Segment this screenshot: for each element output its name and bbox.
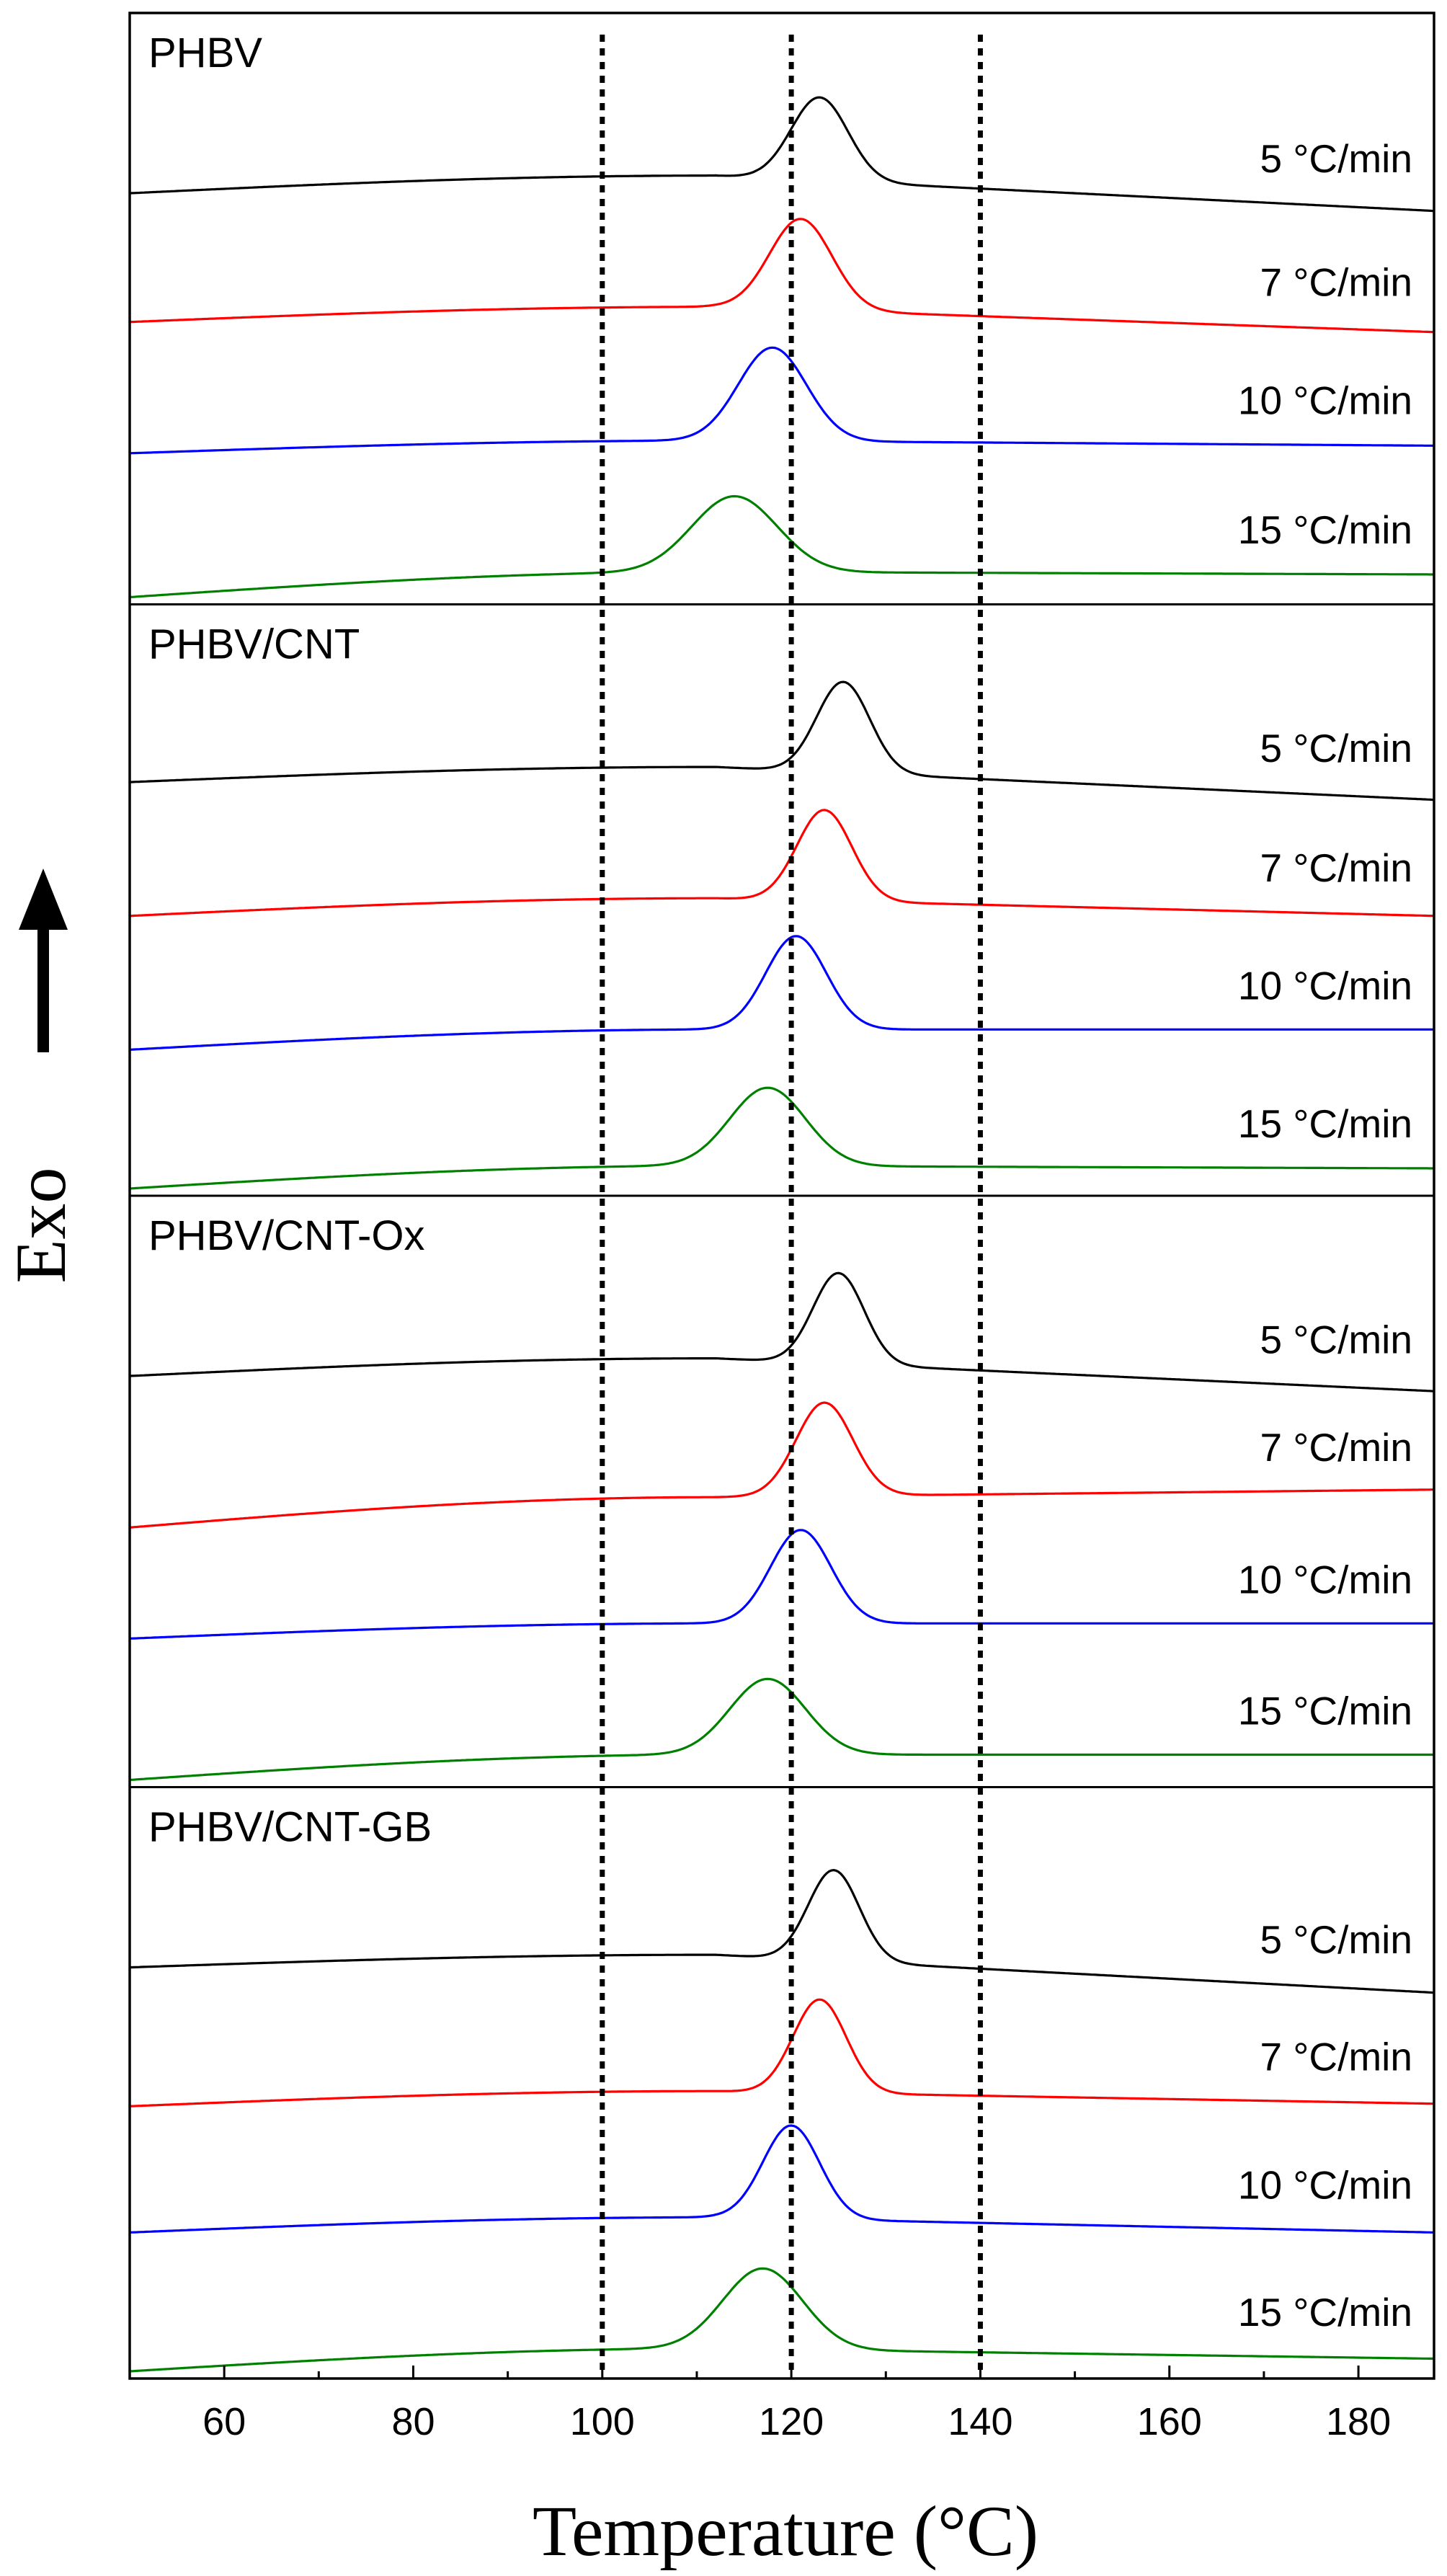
panel: PHBV/CNT 5 °C/min 7 °C/min 10 °C/min 15 °C/m… bbox=[129, 621, 1435, 1190]
exo-indicator: Exo bbox=[1, 869, 81, 1284]
series-label: 15 °C/min bbox=[1238, 507, 1412, 552]
series-line bbox=[129, 1271, 1435, 1393]
panel-title: PHBV bbox=[148, 30, 262, 76]
series-label: 10 °C/min bbox=[1238, 2162, 1412, 2207]
series-label: 10 °C/min bbox=[1238, 378, 1412, 423]
x-tick-label: 100 bbox=[570, 2400, 635, 2443]
x-axis: 60 80 100 120 140 160 180 bbox=[128, 2366, 1391, 2443]
series-label: 10 °C/min bbox=[1238, 963, 1412, 1008]
series-line bbox=[129, 809, 1435, 918]
series-line bbox=[129, 346, 1435, 455]
series-line bbox=[129, 494, 1434, 599]
x-tick-label: 120 bbox=[759, 2400, 824, 2443]
reference-lines bbox=[600, 35, 983, 2376]
series-label: 5 °C/min bbox=[1260, 136, 1413, 181]
series-line bbox=[129, 1677, 1434, 1782]
x-tick-label: 60 bbox=[202, 2400, 246, 2443]
series-label: 5 °C/min bbox=[1260, 1917, 1413, 1962]
series-line bbox=[129, 2267, 1435, 2373]
panel-title: PHBV/CNT bbox=[148, 621, 360, 668]
x-axis-title: Temperature (°C) bbox=[533, 2491, 1038, 2571]
series-label: 5 °C/min bbox=[1260, 1317, 1413, 1362]
series-line bbox=[129, 96, 1435, 213]
series-label: 5 °C/min bbox=[1260, 726, 1413, 770]
panel-title: PHBV/CNT-GB bbox=[148, 1804, 432, 1851]
series-label: 15 °C/min bbox=[1238, 2290, 1412, 2335]
series-label: 10 °C/min bbox=[1238, 1557, 1412, 1602]
x-tick-label: 160 bbox=[1137, 2400, 1202, 2443]
x-tick-label: 80 bbox=[391, 2400, 435, 2443]
series-label: 7 °C/min bbox=[1260, 1425, 1413, 1470]
series-label: 7 °C/min bbox=[1260, 845, 1413, 890]
series-label: 7 °C/min bbox=[1260, 2035, 1413, 2079]
series-line bbox=[129, 2124, 1435, 2234]
panel-title: PHBV/CNT-Ox bbox=[148, 1212, 425, 1259]
series-line bbox=[129, 1401, 1434, 1529]
x-tick-label: 180 bbox=[1326, 2400, 1391, 2443]
series-line bbox=[129, 935, 1434, 1051]
exo-arrow-head bbox=[19, 869, 68, 930]
panel: PHBV/CNT-GB 5 °C/min 7 °C/min 10 °C/min 15 °… bbox=[129, 1804, 1435, 2373]
x-tick-label: 140 bbox=[948, 2400, 1012, 2443]
series-line bbox=[129, 1086, 1434, 1190]
series-line bbox=[129, 218, 1435, 334]
series-line bbox=[129, 1998, 1434, 2108]
plot-border bbox=[128, 12, 1435, 2380]
series-line bbox=[129, 680, 1435, 801]
series-label: 7 °C/min bbox=[1260, 259, 1413, 304]
series-line bbox=[129, 1868, 1435, 1994]
panel: PHBV 5 °C/min 7 °C/min 10 °C/min 15 °C/min bbox=[129, 30, 1435, 599]
plot-frame bbox=[128, 12, 1435, 2380]
series-label: 15 °C/min bbox=[1238, 1101, 1412, 1146]
panel: PHBV/CNT-Ox 5 °C/min 7 °C/min 10 °C/min 15 °… bbox=[129, 1212, 1435, 1782]
series-label: 15 °C/min bbox=[1238, 1688, 1412, 1733]
series-line bbox=[129, 1529, 1434, 1640]
y-axis-title: Exo bbox=[1, 1167, 81, 1283]
